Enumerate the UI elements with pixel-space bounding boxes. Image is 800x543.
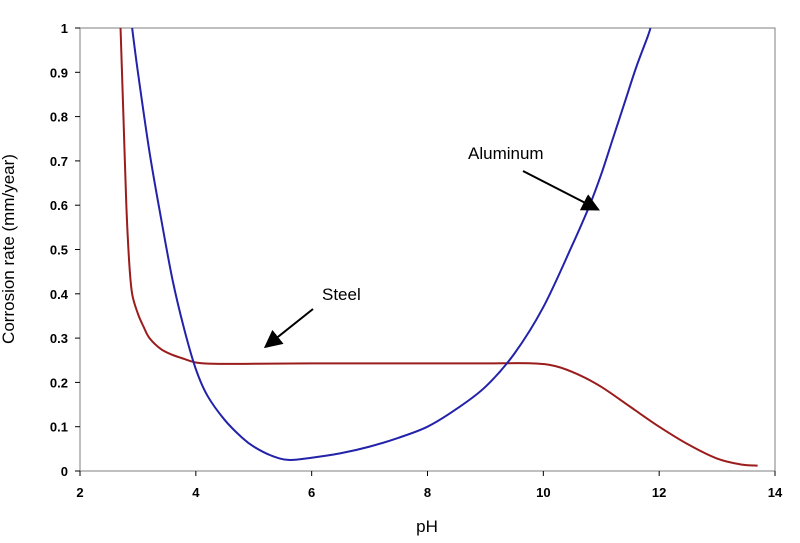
y-tick-label: 0.3 [50,331,68,346]
annotation-label-aluminum: Aluminum [468,144,544,163]
series-lines [119,27,758,467]
y-tick-label: 0.6 [50,198,68,213]
y-tick-label: 0.9 [50,65,68,80]
x-axis-title: pH [416,517,438,536]
tick-labels: 2 4 6 8 10 12 14 0 0.1 0.2 0.3 0.4 0.5 0.6 0.7 0.8 0.9 1 [50,21,783,500]
y-tick-label: 0 [61,464,68,479]
y-tick-label: 0.8 [50,110,68,125]
y-tick-label: 1 [61,21,68,36]
y-tick-label: 0.5 [50,243,68,258]
x-tick-label: 10 [536,485,550,500]
x-tick-label: 6 [308,485,315,500]
y-axis-title: Corrosion rate (mm/year) [0,154,18,344]
series-line-aluminum [131,27,652,461]
x-tick-label: 12 [652,485,666,500]
y-tick-label: 0.4 [50,287,69,302]
tick-marks [75,27,776,476]
x-tick-label: 2 [76,485,83,500]
x-tick-label: 14 [768,485,783,500]
x-tick-label: 8 [424,485,431,500]
annotation-arrow-steel [263,308,314,349]
x-tick-label: 4 [192,485,200,500]
annotation-arrow-aluminum [522,170,600,211]
annotation-label-steel: Steel [322,285,361,304]
series-line-steel [119,27,758,467]
annotations: Aluminum Steel [263,144,600,349]
y-tick-label: 0.2 [50,375,68,390]
y-tick-label: 0.7 [50,154,68,169]
y-tick-label: 0.1 [50,420,68,435]
plot-area [79,27,776,472]
